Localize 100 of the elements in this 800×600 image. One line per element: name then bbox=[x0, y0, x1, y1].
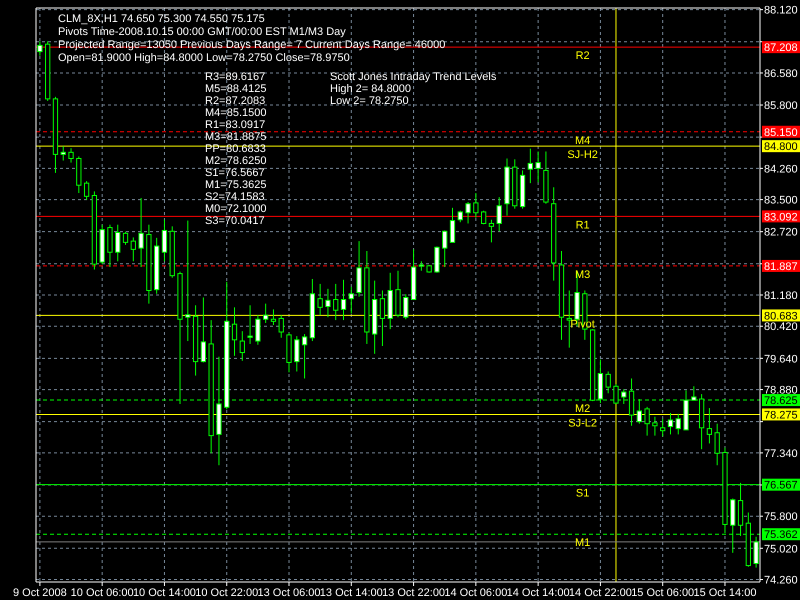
ref-line-label: 76.567 bbox=[764, 480, 798, 492]
x-tick-label: 14 Oct 14:00 bbox=[506, 587, 570, 599]
candlestick bbox=[380, 290, 386, 346]
y-tick-label: 78.880 bbox=[764, 384, 798, 397]
annotation: PP=80.6833 bbox=[205, 143, 266, 155]
candlestick bbox=[644, 406, 650, 436]
candlestick bbox=[185, 220, 190, 342]
candlestick bbox=[660, 418, 666, 437]
candlestick bbox=[668, 412, 674, 435]
candlestick bbox=[333, 283, 338, 321]
annotation: Low 2= 78.2750 bbox=[330, 95, 409, 107]
candlestick bbox=[255, 314, 261, 346]
annotation: High 2= 84.8000 bbox=[330, 83, 412, 95]
candlestick bbox=[232, 306, 238, 356]
candlestick bbox=[348, 286, 354, 314]
candlestick bbox=[458, 210, 463, 223]
candlestick bbox=[318, 283, 323, 316]
annotation: M2=78.6250 bbox=[205, 155, 266, 167]
annotation: S1=76.5667 bbox=[205, 167, 265, 179]
candlestick bbox=[403, 294, 408, 320]
annotation: SJ-H2 bbox=[567, 149, 598, 162]
candlestick bbox=[138, 197, 144, 268]
annotation: M5=88.4125 bbox=[205, 83, 266, 95]
ref-line-label: 83.092 bbox=[764, 211, 798, 224]
candlestick bbox=[115, 224, 120, 262]
y-tick-label: 79.640 bbox=[764, 353, 798, 366]
candlestick bbox=[496, 196, 502, 232]
candlestick bbox=[270, 308, 276, 326]
ref-line-label: 84.800 bbox=[764, 141, 798, 154]
ref-line-label: 87.208 bbox=[764, 42, 798, 54]
candlestick bbox=[84, 180, 90, 201]
x-tick-label: 14 Oct 22:00 bbox=[568, 587, 632, 599]
candlestick bbox=[68, 148, 74, 164]
y-tick-label: 80.420 bbox=[764, 321, 798, 334]
ref-line-label: 80.683 bbox=[764, 310, 798, 322]
candlestick bbox=[535, 151, 541, 183]
candlestick bbox=[240, 330, 245, 362]
candlestick bbox=[465, 202, 471, 224]
annotation: M1=75.3625 bbox=[205, 179, 266, 191]
y-tick-label: 88.120 bbox=[764, 4, 798, 17]
annotation: R2 bbox=[576, 50, 590, 62]
candlestick bbox=[528, 148, 533, 184]
x-tick-label: 9 Oct 2008 bbox=[12, 587, 67, 599]
annotation: Pivots Time-2008.10.15 00:00 GMT/00:00 EST M1/M3 Day bbox=[58, 26, 346, 38]
annotation: R1 bbox=[576, 219, 590, 232]
annotation: S2=74.1583 bbox=[205, 191, 265, 203]
candlestick bbox=[442, 230, 448, 268]
candlestick bbox=[480, 210, 486, 225]
annotation: M3=81.8875 bbox=[205, 131, 266, 143]
candlestick bbox=[473, 192, 478, 218]
candlestick bbox=[652, 416, 658, 436]
ref-line-label: 81.887 bbox=[764, 260, 798, 273]
annotation: Open=81.9000 High=84.8000 Low=78.2750 Close=78.9750 bbox=[58, 52, 350, 64]
annotation: M4 bbox=[574, 134, 590, 147]
y-tick-label: 81.180 bbox=[764, 290, 798, 302]
annotation: R1=83.0917 bbox=[205, 119, 266, 131]
y-tick-label: 75.020 bbox=[764, 543, 798, 556]
candlestick bbox=[340, 279, 346, 321]
annotation: S3=70.0417 bbox=[205, 215, 265, 227]
annotation: R2=87.2083 bbox=[205, 95, 266, 107]
x-tick-label: 10 Oct 06:00 bbox=[70, 587, 134, 599]
candlestick bbox=[706, 408, 712, 444]
candlestick bbox=[60, 146, 66, 162]
annotation: SJ-L2 bbox=[568, 417, 597, 430]
annotation: Scott Jones Intraday Trend Levels bbox=[330, 71, 497, 83]
y-tick-label: 77.340 bbox=[764, 448, 798, 460]
candlestick bbox=[302, 334, 308, 379]
candlestick bbox=[450, 207, 456, 243]
x-tick-label: 14 Oct 06:00 bbox=[444, 587, 508, 599]
x-tick-label: 13 Oct 14:00 bbox=[320, 587, 383, 599]
annotation: S1 bbox=[576, 488, 590, 500]
candlestick bbox=[247, 304, 253, 344]
y-tick-label: 84.260 bbox=[764, 163, 798, 176]
x-tick-label: 13 Oct 06:00 bbox=[258, 587, 321, 599]
y-tick-label: 86.580 bbox=[764, 68, 798, 80]
y-tick-label: 85.800 bbox=[764, 100, 798, 112]
x-tick-label: 10 Oct 22:00 bbox=[195, 587, 258, 599]
x-tick-label: 10 Oct 14:00 bbox=[132, 587, 196, 599]
candlestick bbox=[566, 290, 572, 348]
candlestick bbox=[488, 219, 494, 243]
annotation: M2 bbox=[574, 403, 590, 416]
candlestick bbox=[200, 296, 206, 363]
ref-line-label: 85.150 bbox=[764, 126, 798, 139]
annotation: CLM_8X,H1 74.650 75.300 74.550 75.175 bbox=[58, 13, 265, 25]
x-tick-label: 15 Oct 14:00 bbox=[693, 587, 756, 599]
candlestick bbox=[130, 236, 136, 262]
candlestick bbox=[325, 288, 331, 318]
candlestick bbox=[162, 219, 168, 262]
ref-line-label: 78.275 bbox=[764, 409, 798, 422]
candlestick bbox=[263, 303, 268, 324]
annotation: M0=72.1000 bbox=[205, 203, 266, 215]
y-tick-label: 75.800 bbox=[764, 511, 798, 524]
candlestick bbox=[294, 336, 300, 372]
y-tick-label: 82.720 bbox=[764, 226, 798, 239]
annotation: M4=85.1500 bbox=[205, 107, 266, 119]
annotation: M1 bbox=[574, 537, 590, 550]
ref-line-label: 75.362 bbox=[764, 529, 798, 542]
ref-line-label: 78.625 bbox=[764, 395, 798, 408]
candlestick bbox=[676, 413, 681, 435]
x-tick-label: 13 Oct 22:00 bbox=[382, 587, 446, 599]
